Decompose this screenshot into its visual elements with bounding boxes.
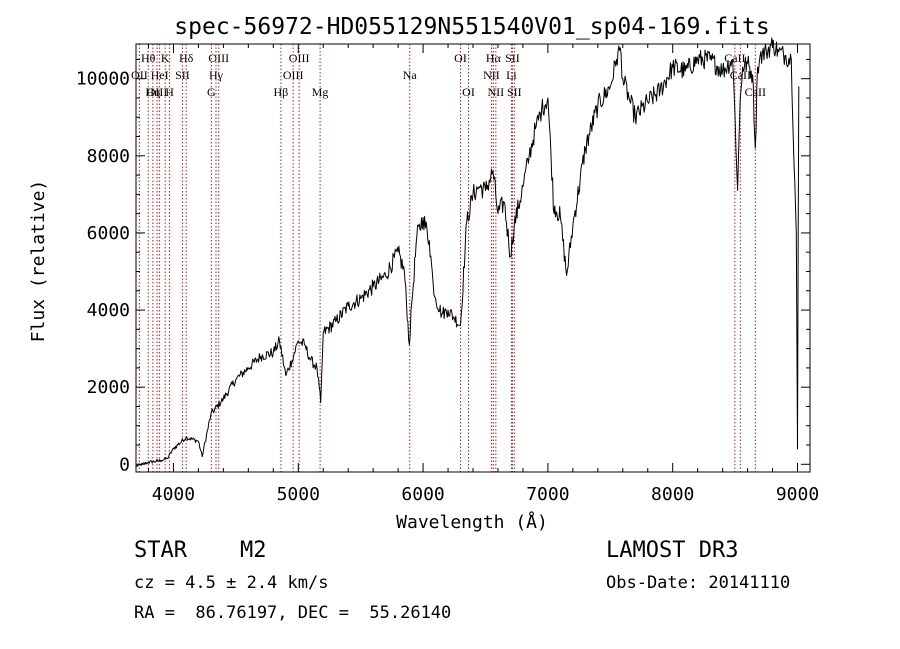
line-label-20: NII	[483, 68, 500, 82]
line-label-7: SII	[175, 68, 190, 82]
line-label-27: CaII	[745, 85, 766, 99]
y-tick-label-1: 2000	[87, 377, 130, 398]
x-tick-label-2: 6000	[401, 484, 444, 505]
axis-ticks: 4000 5000 6000 7000 8000 9000 0 2000 4000 6000 800…	[76, 44, 819, 505]
line-label-4: Hη	[145, 85, 160, 99]
ra-dec: RA = 86.76197, DEC = 55.26140	[134, 603, 452, 623]
cz-value: cz = 4.5 ± 2.4 km/s	[134, 573, 329, 593]
line-label-9: OIII	[208, 51, 229, 65]
spectrum-chart: spec-56972-HD055129N551540V01_sp04-169.f…	[28, 14, 819, 533]
series-layer	[135, 37, 800, 467]
x-tick-label-3: 7000	[526, 484, 569, 505]
y-tick-label-4: 8000	[87, 146, 130, 167]
x-tick-label-1: 5000	[277, 484, 320, 505]
y-tick-label-2: 4000	[87, 300, 130, 321]
y-tick-label-3: 6000	[87, 223, 130, 244]
survey-name: LAMOST DR3	[606, 538, 739, 563]
line-label-12: Hβ	[274, 85, 289, 99]
line-label-17: OI	[454, 51, 467, 65]
line-label-3: HeI	[151, 68, 169, 82]
obs-date: Obs-Date: 20141110	[606, 573, 791, 593]
line-label-8: Hδ	[179, 51, 194, 65]
line-label-5: K	[161, 51, 170, 65]
line-label-21: NII	[488, 85, 505, 99]
line-label-23: Li	[506, 68, 517, 82]
plot-frame	[135, 43, 811, 473]
line-label-6: H	[165, 85, 174, 99]
line-label-10: Hγ	[209, 68, 224, 82]
line-label-0: Hθ	[141, 51, 156, 65]
series-line-spectrum	[135, 37, 800, 467]
line-label-16: Na	[403, 68, 418, 82]
y-tick-label-0: 0	[119, 454, 130, 475]
y-tick-label-5: 10000	[76, 69, 130, 90]
line-label-22: SII	[505, 51, 520, 65]
line-label-24: SII	[507, 85, 522, 99]
line-label-11: G	[207, 85, 216, 99]
line-label-1: OII	[131, 68, 148, 82]
x-tick-label-5: 9000	[776, 484, 819, 505]
line-label-2: OIII	[147, 85, 168, 99]
line-label-14: OIII	[283, 68, 304, 82]
line-label-18: OI	[462, 85, 475, 99]
subclass: M2	[240, 538, 267, 563]
x-tick-label-0: 4000	[152, 484, 195, 505]
line-label-15: Mg	[312, 85, 329, 99]
x-tick-label-4: 8000	[651, 484, 694, 505]
line-label-19: Hα	[486, 51, 502, 65]
chart-title: spec-56972-HD055129N551540V01_sp04-169.f…	[174, 14, 769, 40]
line-label-13: OIII	[289, 51, 310, 65]
line-label-26: CaII	[730, 68, 751, 82]
x-axis-label: Wavelength (Å)	[396, 511, 548, 533]
y-axis-label: Flux (relative)	[28, 180, 49, 343]
object-type: STAR	[134, 538, 187, 563]
